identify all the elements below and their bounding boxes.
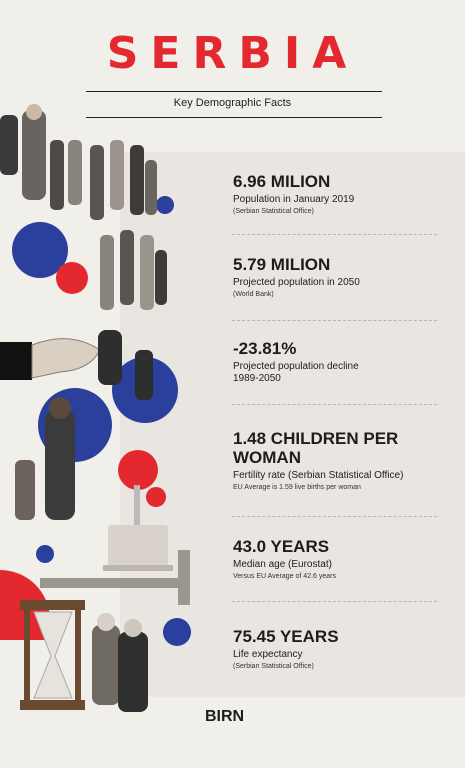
fact-note: (World Bank) [233,291,274,298]
divider [232,404,437,405]
fact-label: Projected population decline [233,361,359,372]
red-circle-icon [146,487,166,507]
mother-child-icon [15,397,75,520]
fact-value: 43.0 YEARS [233,537,330,556]
fact-note: (Serbian Statistical Office) [233,663,314,670]
blue-circle-icon [12,222,68,278]
fact-note: 1989-2050 [233,373,281,384]
divider [232,234,437,235]
title-divider-bottom [86,117,382,118]
fact-note: EU Average is 1.59 live births per woman [233,484,361,491]
blue-circle-icon [36,545,54,563]
hand-holding-icon [0,330,153,400]
fact-note: (Serbian Statistical Office) [233,208,314,215]
title-divider-top [86,91,382,92]
divider [232,601,437,602]
people-queue-icon [0,104,167,310]
fact-value: 6.96 MILION [233,172,331,191]
fact-value: 1.48 CHILDREN PER WOMAN [233,429,399,467]
fact-label: Life expectancy [233,649,303,660]
caliper-icon [40,550,190,605]
page-subtitle: Key Demographic Facts [173,97,292,109]
fact-label: Projected population in 2050 [233,277,360,288]
fact-population-decline: -23.81% Projected population decline 198… [233,339,448,385]
facts-panel [120,152,465,697]
fact-label: Population in January 2019 [233,194,355,205]
fact-value: -23.81% [233,339,297,358]
blue-circle-icon [163,618,191,646]
red-circle-icon [56,262,88,294]
divider [232,516,437,517]
fact-value: 5.79 MILION [233,255,331,274]
elderly-couple-icon [92,613,148,712]
fact-note: Versus EU Average of 42.6 years [233,573,336,580]
collage-illustration [0,104,191,712]
birn-logo: BIRN [205,708,245,725]
fact-fertility-rate: 1.48 CHILDREN PER WOMAN Fertility rate (… [233,429,448,493]
fact-population-2050: 5.79 MILION Projected population in 2050… [233,255,448,300]
fact-value: 75.45 YEARS [233,627,339,646]
birthday-cake-icon [103,470,173,571]
hourglass-icon [20,600,85,710]
blue-circle-icon [156,196,174,214]
fact-life-expectancy: 75.45 YEARS Life expectancy (Serbian Sta… [233,627,448,672]
divider [232,320,437,321]
fact-label: Median age (Eurostat) [233,559,332,570]
fact-population-2019: 6.96 MILION Population in January 2019 (… [233,172,448,217]
page-title: SERBIA [106,28,359,79]
fact-label: Fertility rate (Serbian Statistical Offi… [233,470,404,481]
fact-median-age: 43.0 YEARS Median age (Eurostat) Versus … [233,537,448,582]
red-circle-icon [118,450,158,490]
